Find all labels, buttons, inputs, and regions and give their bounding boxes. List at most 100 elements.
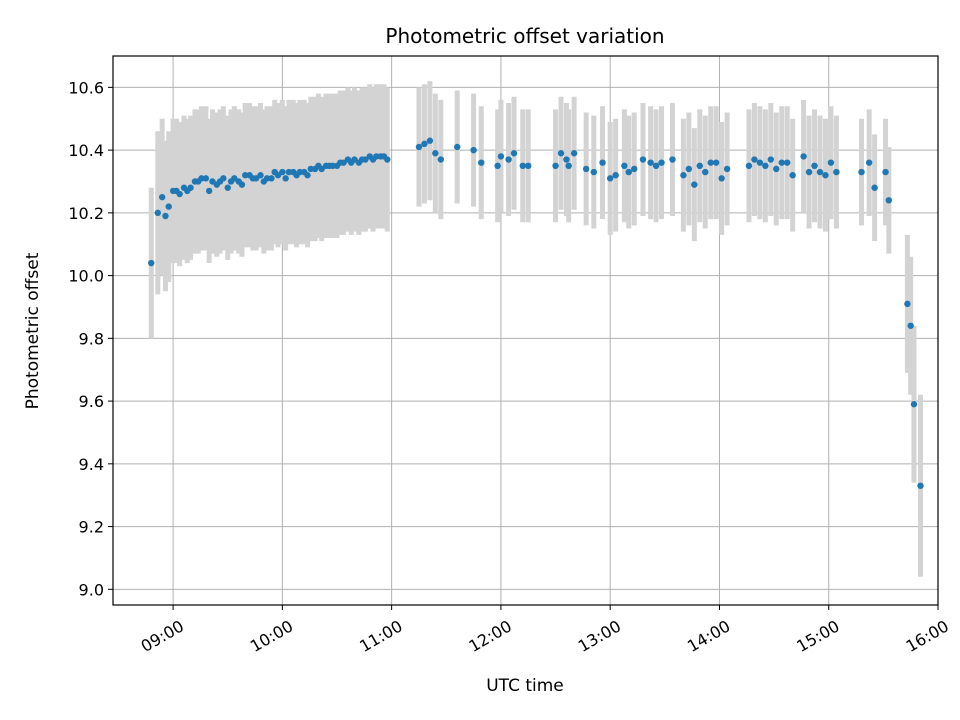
data-point xyxy=(497,153,505,160)
data-point xyxy=(822,172,829,179)
data-point xyxy=(590,168,597,176)
data-point xyxy=(712,159,720,166)
y-tick-label: 9.6 xyxy=(79,392,104,411)
data-point xyxy=(680,172,687,179)
data-point xyxy=(220,175,227,182)
data-point xyxy=(279,168,286,176)
data-point xyxy=(478,159,485,166)
data-point xyxy=(745,162,753,169)
data-point xyxy=(599,159,606,166)
y-tick-label: 10.4 xyxy=(68,141,104,160)
data-point xyxy=(647,159,654,166)
data-point xyxy=(885,197,893,204)
data-point xyxy=(827,159,835,166)
y-axis: 9.0 9.2 9.4 9.6 9.8 10.0 10.2 10.4 10.6 xyxy=(68,78,113,599)
data-point xyxy=(505,156,512,163)
data-point xyxy=(224,184,231,191)
data-point xyxy=(470,146,477,154)
data-point xyxy=(494,162,501,169)
x-axis-title: UTC time xyxy=(486,676,564,696)
data-point xyxy=(421,140,428,148)
data-point xyxy=(304,172,311,179)
data-point xyxy=(756,159,764,166)
data-point xyxy=(652,162,660,169)
data-point xyxy=(751,156,758,163)
data-point xyxy=(696,162,703,169)
data-point xyxy=(557,150,565,157)
data-point xyxy=(257,172,264,179)
data-point xyxy=(833,168,840,176)
data-point xyxy=(437,156,445,163)
data-point xyxy=(570,150,578,157)
data-point xyxy=(282,175,289,182)
data-point xyxy=(707,159,714,166)
data-points xyxy=(148,137,924,489)
data-point xyxy=(917,482,924,489)
data-point xyxy=(563,156,570,163)
data-point xyxy=(631,165,638,173)
data-point xyxy=(148,259,155,267)
data-point xyxy=(723,165,731,173)
data-point xyxy=(612,172,619,179)
data-point xyxy=(718,175,725,182)
y-tick-label: 9.0 xyxy=(79,580,104,599)
data-point xyxy=(454,143,461,151)
data-point xyxy=(510,150,518,157)
y-tick-label: 9.8 xyxy=(79,329,104,348)
data-point xyxy=(162,212,169,220)
data-point xyxy=(907,322,914,329)
data-point xyxy=(773,165,780,173)
data-point xyxy=(565,162,572,169)
data-point xyxy=(165,203,172,210)
data-point xyxy=(582,165,590,173)
data-point xyxy=(784,159,791,166)
data-point xyxy=(187,184,194,191)
data-point xyxy=(789,172,796,179)
chart-title: Photometric offset variation xyxy=(385,24,664,48)
data-point xyxy=(669,156,676,163)
data-point xyxy=(154,209,162,217)
y-tick-label: 10.0 xyxy=(68,267,104,286)
data-point xyxy=(858,168,865,176)
data-point xyxy=(205,187,213,195)
data-point xyxy=(606,175,614,182)
data-point xyxy=(871,184,878,191)
data-point xyxy=(621,162,628,169)
data-point xyxy=(639,156,647,163)
y-tick-label: 9.2 xyxy=(79,518,104,537)
plot-frame xyxy=(112,55,939,606)
data-point xyxy=(426,137,434,144)
data-point xyxy=(176,190,183,198)
data-point xyxy=(238,181,246,188)
data-point xyxy=(904,300,911,308)
data-point xyxy=(778,159,785,166)
y-tick-label: 10.2 xyxy=(68,204,104,223)
y-tick-label: 9.4 xyxy=(79,455,104,474)
data-point xyxy=(910,401,918,408)
data-point xyxy=(762,162,769,169)
data-point xyxy=(158,193,166,201)
data-point xyxy=(702,168,709,176)
data-point xyxy=(816,168,824,176)
data-point xyxy=(658,159,665,166)
data-point xyxy=(525,162,532,169)
data-point xyxy=(767,156,775,163)
data-point xyxy=(519,162,526,169)
y-tick-label: 10.6 xyxy=(68,78,104,97)
data-point xyxy=(805,168,813,176)
data-point xyxy=(384,156,391,163)
data-point xyxy=(811,162,818,169)
data-point xyxy=(691,181,698,188)
data-point xyxy=(415,143,423,151)
data-point xyxy=(432,150,439,157)
data-point xyxy=(202,175,210,182)
data-point xyxy=(685,165,693,173)
data-point xyxy=(800,153,807,160)
data-point xyxy=(625,168,632,176)
data-point xyxy=(882,168,889,176)
data-point xyxy=(865,159,873,166)
y-axis-title: Photometric offset xyxy=(23,252,43,409)
data-point xyxy=(552,162,559,169)
data-point xyxy=(268,175,275,182)
